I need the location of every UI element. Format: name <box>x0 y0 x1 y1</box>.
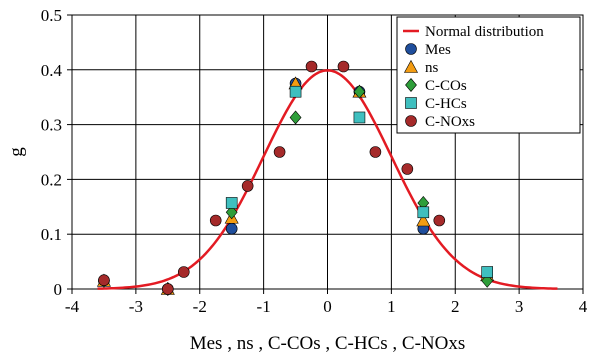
point-c-noxs <box>241 180 254 192</box>
legend-swatch-c-cos <box>405 78 417 92</box>
point-c-noxs <box>273 146 286 158</box>
y-tick-label: 0.4 <box>41 61 63 80</box>
legend-label: C-HCs <box>425 96 467 112</box>
legend: Normal distribution Mes ns C-COs C-HCs C-NOxs <box>396 16 581 134</box>
point-c-cos <box>289 110 302 125</box>
point-c-noxs <box>162 283 174 295</box>
x-tick-label: 3 <box>515 297 524 316</box>
point-c-noxs <box>177 266 190 278</box>
point-mes <box>225 222 238 235</box>
point-c-noxs <box>369 146 382 158</box>
point-c-noxs <box>305 60 318 73</box>
point-c-cos <box>353 84 366 99</box>
legend-label: C-COs <box>425 78 467 94</box>
y-tick-label: 0.2 <box>41 170 62 189</box>
x-tick-label: 0 <box>323 297 332 316</box>
x-tick-label: -2 <box>193 297 207 316</box>
y-tick-label: 0.5 <box>41 6 62 25</box>
y-tick-label: 0 <box>54 280 63 299</box>
point-c-hcs <box>289 85 302 98</box>
x-tick-label: 4 <box>579 297 588 316</box>
legend-swatch-c-hcs <box>405 97 417 109</box>
point-c-noxs <box>98 274 110 287</box>
point-c-hcs <box>417 206 430 219</box>
point-c-noxs <box>433 214 446 227</box>
y-axis-title: g <box>6 147 27 157</box>
point-c-hcs <box>481 266 493 278</box>
y-tick-label: 0.1 <box>41 225 62 244</box>
curve-layer <box>97 69 558 290</box>
legend-label: Mes <box>425 42 451 58</box>
x-tick-label: 2 <box>451 297 460 316</box>
legend-swatch-mes <box>405 43 417 55</box>
legend-label: ns <box>425 60 439 76</box>
point-c-noxs <box>209 214 222 227</box>
legend-label: C-NOxs <box>425 114 475 130</box>
point-ns <box>416 213 431 227</box>
legend-label: Normal distribution <box>425 24 544 40</box>
legend-box <box>396 16 581 134</box>
x-tick-label: -1 <box>257 297 271 316</box>
point-c-noxs <box>337 60 350 73</box>
legend-swatch-ns <box>403 59 419 73</box>
x-tick-label: 1 <box>387 297 396 316</box>
point-c-hcs <box>225 197 238 209</box>
point-c-noxs <box>401 163 414 175</box>
x-tick-label: -3 <box>129 297 143 316</box>
legend-swatch-c-noxs <box>405 115 417 127</box>
point-c-cos <box>225 205 238 220</box>
axis-ticks: -4 -3 -2 -1 0 1 2 3 4 0 0.1 0.2 0.3 0.4 0.5 <box>41 6 588 316</box>
y-tick-label: 0.3 <box>41 116 62 135</box>
points-layer <box>96 60 495 296</box>
x-tick-label: -4 <box>65 297 80 316</box>
point-c-hcs <box>353 111 366 124</box>
normal-distribution-curve <box>97 69 558 290</box>
x-axis-title: Mes , ns , C-COs , C-HCs , C-NOxs <box>190 333 466 354</box>
